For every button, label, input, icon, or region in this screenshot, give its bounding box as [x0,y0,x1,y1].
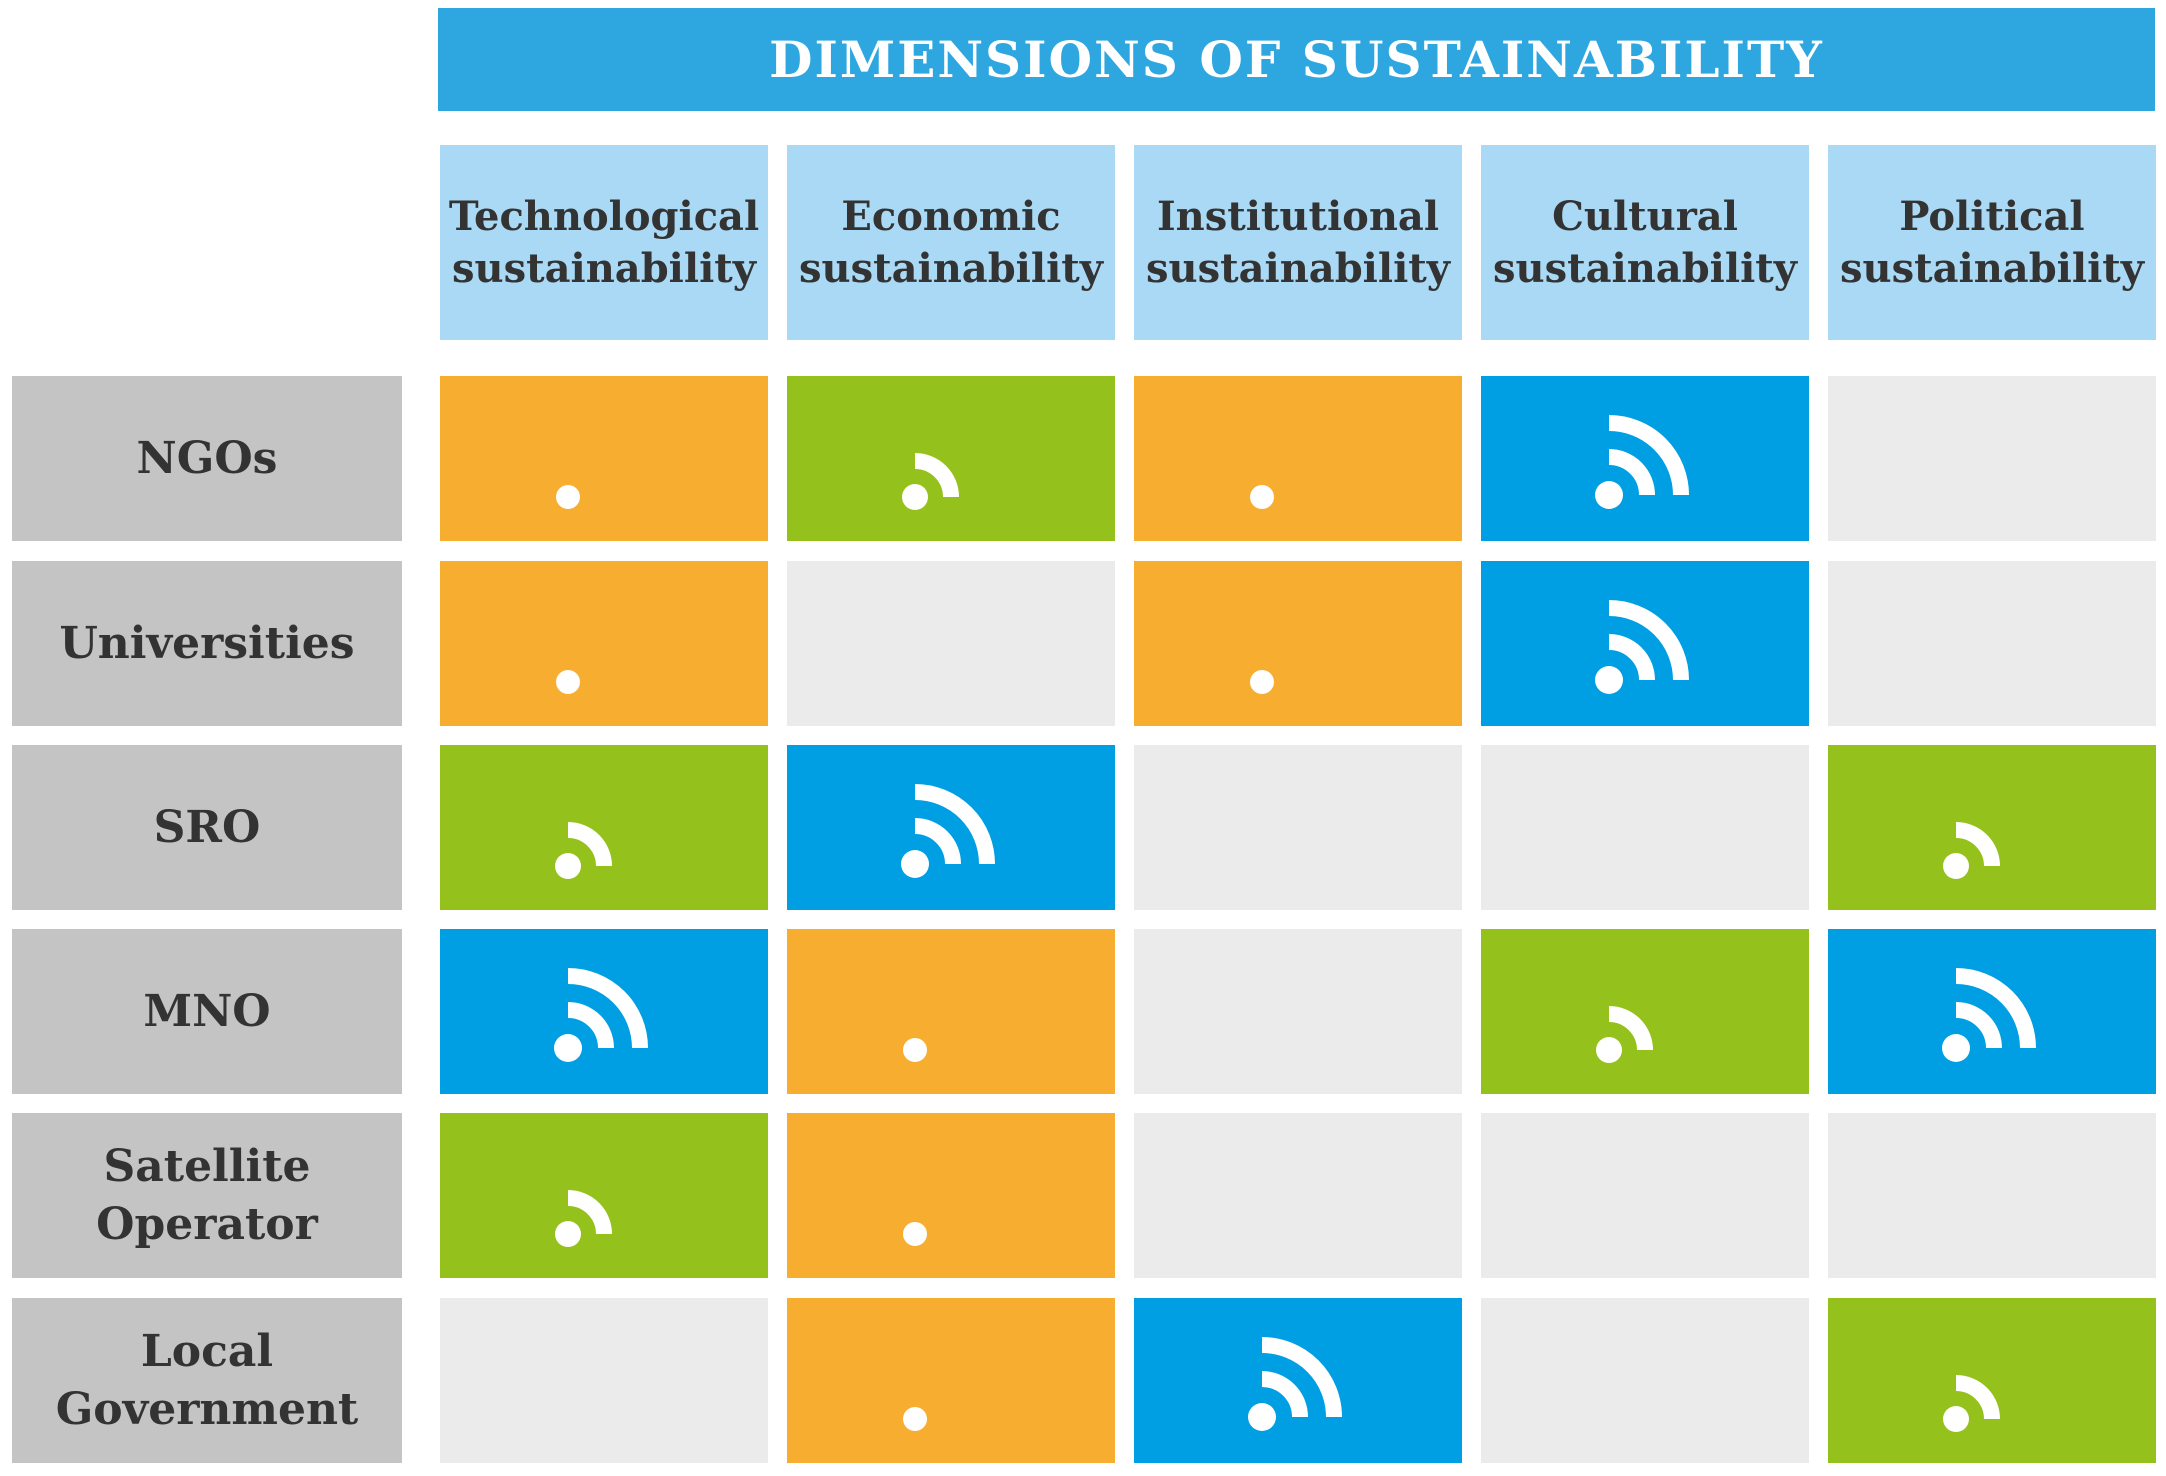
grid-cell [787,1298,1115,1463]
grid-cell [1828,1113,2156,1278]
grid-cell [1134,561,1462,726]
grid-cell [1481,929,1809,1094]
grid-cell [1828,745,2156,910]
grid-cell [1828,376,2156,541]
signal-strong-icon [554,968,648,1062]
dot-icon [903,1407,927,1431]
dot-icon [903,1222,927,1246]
dot-icon [1250,485,1274,509]
signal-strong-icon [1595,415,1689,509]
grid-cell [787,745,1115,910]
dot-icon [1250,670,1274,694]
grid-cell [440,1298,768,1463]
column-header: Economic sustainability [787,145,1115,340]
signal-strong-icon [901,784,995,878]
signal-medium-icon [555,1190,612,1247]
grid-cell [1828,561,2156,726]
row-header: SRO [12,745,402,910]
signal-medium-icon [1943,822,2000,879]
signal-medium-icon [555,822,612,879]
grid-cell [1481,745,1809,910]
grid-cell [440,561,768,726]
grid-cell [1828,1298,2156,1463]
column-header: Technological sustainability [440,145,768,340]
column-header: Cultural sustainability [1481,145,1809,340]
signal-medium-icon [1596,1006,1653,1063]
grid-cell [1134,929,1462,1094]
signal-medium-icon [1943,1375,2000,1432]
grid-cell [440,1113,768,1278]
grid-cell [1134,1298,1462,1463]
grid-cell [787,376,1115,541]
dot-icon [903,1038,927,1062]
grid-cell [440,929,768,1094]
column-header: Political sustainability [1828,145,2156,340]
grid-cell [787,929,1115,1094]
row-header: Universities [12,561,402,726]
signal-strong-icon [1595,600,1689,694]
diagram-title: DIMENSIONS OF SUSTAINABILITY [438,8,2155,111]
grid-cell [1481,376,1809,541]
grid-cell [440,376,768,541]
row-header: NGOs [12,376,402,541]
row-header: MNO [12,929,402,1094]
grid-cell [1481,561,1809,726]
grid-cell [1134,376,1462,541]
signal-strong-icon [1248,1337,1342,1431]
grid-cell [1828,929,2156,1094]
grid-cell [1481,1298,1809,1463]
grid-cell [1481,1113,1809,1278]
grid-cell [1134,1113,1462,1278]
grid-cell [440,745,768,910]
dot-icon [556,670,580,694]
row-header: Satellite Operator [12,1113,402,1278]
signal-medium-icon [902,453,959,510]
row-header: Local Government [12,1298,402,1463]
grid-cell [787,561,1115,726]
grid-cell [787,1113,1115,1278]
dot-icon [556,485,580,509]
grid-cell [1134,745,1462,910]
signal-strong-icon [1942,968,2036,1062]
column-header: Institutional sustainability [1134,145,1462,340]
